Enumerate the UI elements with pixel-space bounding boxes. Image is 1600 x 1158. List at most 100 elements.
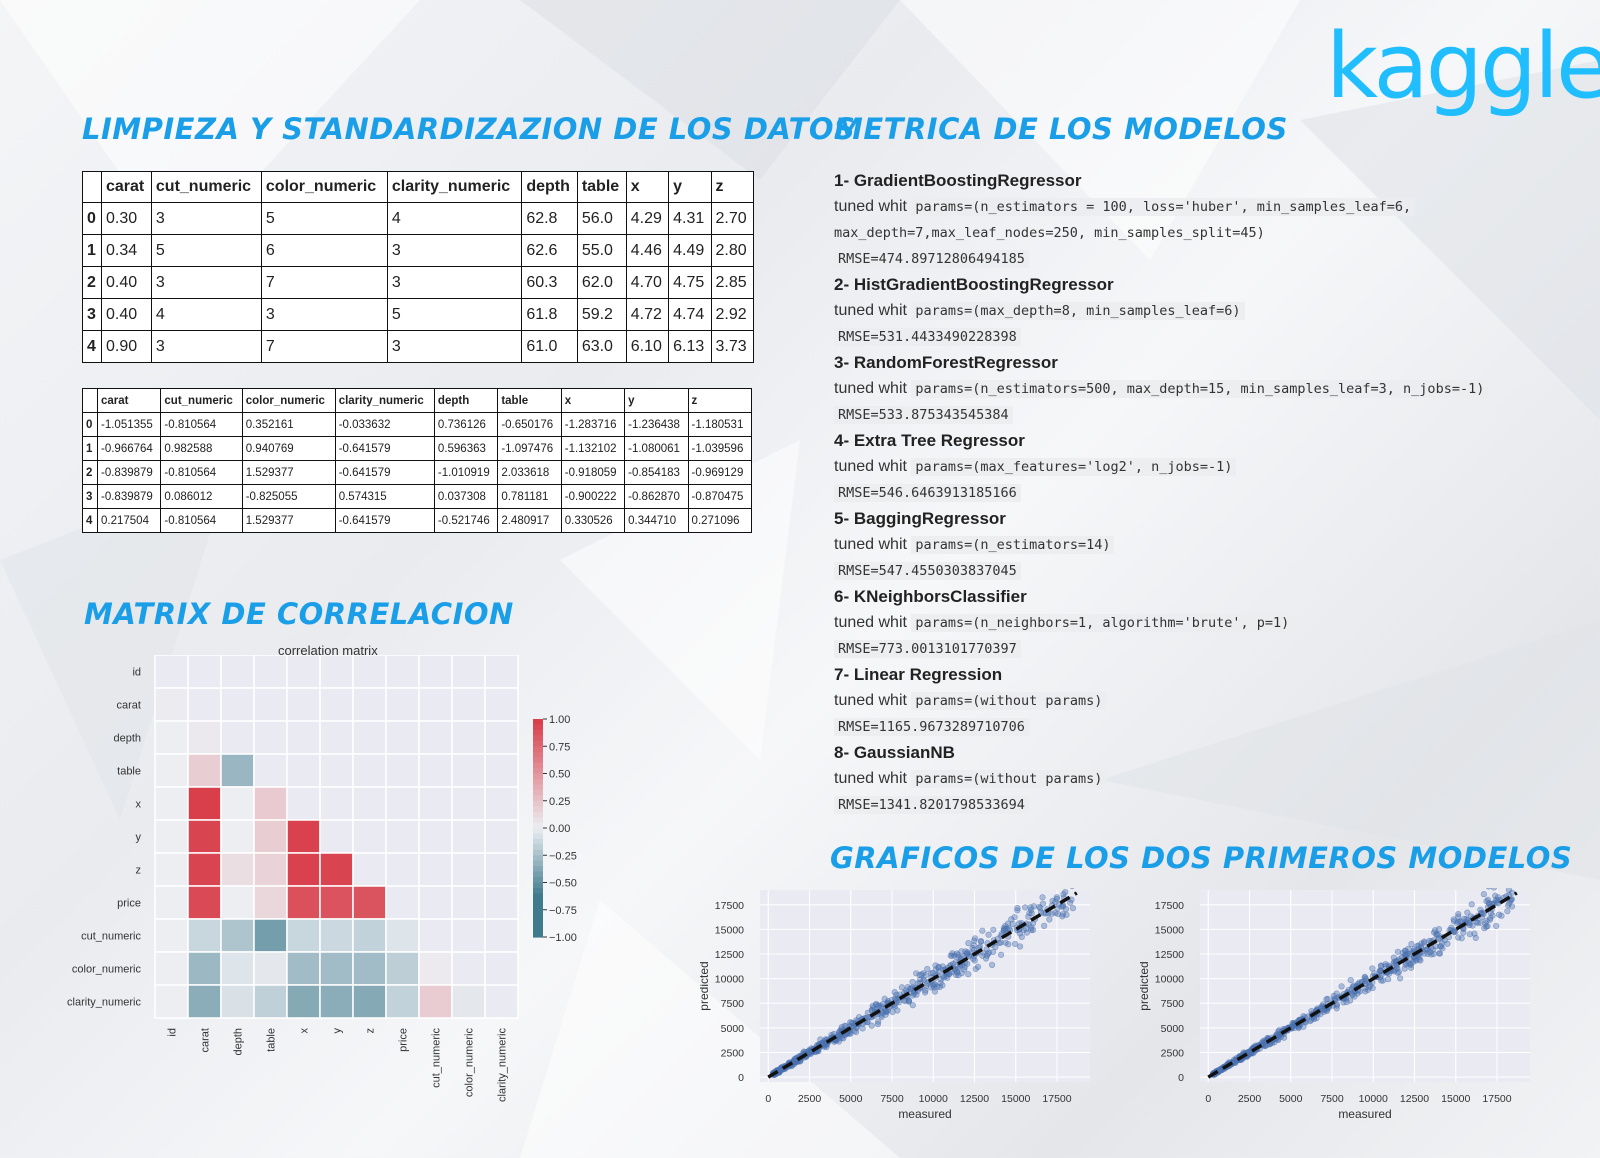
scatter-point — [909, 1002, 916, 1009]
y-tick-label: 0 — [738, 1072, 744, 1084]
heatmap-cell — [154, 984, 189, 1019]
table-header-row: carat cut_numeric color_numeric clarity_num… — [82, 388, 753, 413]
heatmap-cell-empty — [484, 687, 519, 722]
y-tick-label: 12500 — [1155, 949, 1184, 961]
rmse-value: RMSE=1165.9673289710706 — [834, 714, 1564, 740]
heatmap-cell-empty — [286, 753, 321, 788]
y-tick-label: 17500 — [715, 900, 744, 912]
heatmap-cell-empty — [286, 687, 321, 722]
table-row: 2 0.40 3 7 3 60.3 62.0 4.70 4.75 2.85 — [82, 266, 755, 299]
scatter-point — [977, 938, 985, 945]
table-row: 2 -0.839879 -0.810564 1.529377 -0.641579 -1.0… — [82, 460, 753, 485]
heatmap-cell-empty — [418, 885, 453, 920]
scatter-point — [902, 997, 909, 1004]
y-tick-label: 7500 — [721, 998, 745, 1010]
scatter-point — [1385, 976, 1392, 983]
scatter-point — [1016, 930, 1023, 937]
table-cell: -0.966764 — [96, 436, 162, 461]
scatter-point — [891, 1003, 898, 1010]
model-metrics-list: 1- GradientBoostingRegressor tuned whit p… — [834, 168, 1564, 818]
standardized-data-table: carat cut_numeric color_numeric clarity_num… — [82, 388, 753, 533]
table-cell: -0.969129 — [687, 460, 753, 485]
scatter-point — [1492, 896, 1500, 904]
table-cell: 0.596363 — [433, 436, 499, 461]
tuned-label: tuned whit — [834, 536, 912, 553]
heatmap-cell-empty — [319, 720, 354, 755]
heatmap-cell-empty — [451, 720, 486, 755]
heading-cleaning: LIMPIEZA Y STANDARDIZAZION DE LOS DATOS — [82, 112, 856, 146]
scatter-point — [1053, 895, 1060, 903]
correlation-heatmap: id id carat carat depth depth table table x x y y z z… — [67, 655, 577, 1102]
heatmap-cell-empty — [484, 885, 519, 920]
heatmap-cell — [385, 885, 420, 920]
heading-correlation: MATRIX DE CORRELACION — [84, 597, 514, 631]
column-header: table — [497, 388, 562, 413]
scatter-point — [1450, 928, 1458, 935]
heatmap-cell — [220, 918, 255, 953]
heatmap-cell-empty — [385, 753, 420, 788]
colorbar-segment — [533, 833, 543, 840]
scatter-point — [955, 972, 962, 979]
colorbar-segment — [533, 844, 543, 851]
table-cell: 2.85 — [710, 266, 755, 299]
table-cell: -0.521746 — [433, 508, 499, 533]
heatmap-cell — [418, 984, 453, 1019]
column-header: depth — [433, 388, 499, 413]
scatter-point — [1474, 919, 1481, 926]
x-tick-label: 17500 — [1482, 1093, 1511, 1105]
scatter-point — [953, 950, 961, 957]
table-cell: 4 — [386, 202, 523, 235]
heatmap-cell — [154, 951, 189, 986]
heatmap-cell — [286, 786, 321, 821]
heatmap-cell — [286, 951, 321, 986]
scatter-point — [1028, 926, 1035, 934]
table-cell: 5 — [150, 234, 262, 267]
colorbar-tick-label: −0.75 — [549, 905, 577, 917]
heatmap-cell — [154, 819, 189, 854]
scatter-point — [1343, 998, 1350, 1006]
column-header — [82, 171, 102, 203]
table-cell: 3 — [150, 330, 262, 363]
colorbar-tick-label: −0.25 — [549, 850, 577, 862]
model-params: tuned whit params=(without params) — [834, 766, 1564, 792]
heatmap-cell-empty — [451, 885, 486, 920]
scatter-point — [922, 987, 929, 994]
scatter-point — [964, 949, 971, 956]
heatmap-cell-empty — [352, 819, 387, 854]
scatter-point — [1011, 940, 1019, 948]
model-title: 2- HistGradientBoostingRegressor — [834, 275, 1114, 294]
rmse-code: RMSE=773.0013101770397 — [834, 640, 1021, 658]
heatmap-cell-empty — [385, 687, 420, 722]
table-cell: 7 — [260, 266, 388, 299]
heatmap-cell-empty — [352, 753, 387, 788]
colorbar-segment — [533, 920, 543, 927]
colorbar-segment — [533, 789, 543, 796]
heatmap-row-label: color_numeric — [72, 964, 142, 976]
scatter-point — [895, 999, 903, 1006]
raw-data-table: carat cut_numeric color_numeric clarity_num… — [82, 171, 755, 363]
rmse-value: RMSE=533.875343545384 — [834, 402, 1564, 428]
x-axis-label: measured — [1338, 1107, 1391, 1121]
colorbar-segment — [533, 746, 543, 753]
scatter-point — [922, 989, 929, 996]
scatter-point — [1313, 1015, 1320, 1022]
colorbar-segment — [533, 838, 543, 845]
heatmap-cell — [319, 852, 354, 887]
colorbar-segment — [533, 751, 543, 758]
heatmap-cell — [352, 951, 387, 986]
table-cell: 0.330526 — [560, 508, 626, 533]
scatter-point — [1366, 984, 1373, 991]
colorbar-segment — [533, 909, 543, 916]
params-code: params=(without params) — [911, 692, 1107, 710]
table-cell: -1.283716 — [560, 412, 626, 437]
scatter-point — [939, 982, 946, 989]
table-row: 3 -0.839879 0.086012 -0.825055 0.574315 0.037… — [82, 484, 753, 509]
scatter-point — [1295, 1024, 1302, 1032]
heatmap-col-label: cut_numeric — [431, 1028, 443, 1088]
column-header: x — [560, 388, 626, 413]
scatter-point — [1022, 904, 1029, 911]
x-tick-label: 10000 — [919, 1093, 948, 1105]
colorbar-segment — [533, 806, 543, 813]
model-title: 3- RandomForestRegressor — [834, 353, 1058, 372]
tuned-label: tuned whit — [834, 614, 912, 631]
